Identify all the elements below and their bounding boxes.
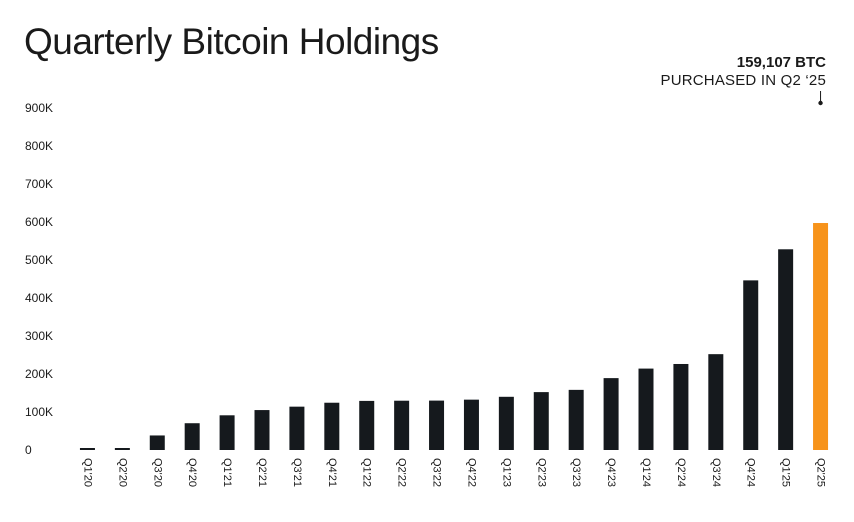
x-tick-label: Q3'20 (151, 458, 163, 487)
y-tick-label: 300K (25, 329, 53, 343)
x-tick-label: Q1'24 (640, 458, 652, 487)
x-tick-label: Q2'22 (396, 458, 408, 487)
callout-label: PURCHASED IN Q2 ‘25 (660, 72, 826, 89)
callout-leader (818, 91, 823, 106)
bar-q3-22 (429, 400, 445, 450)
y-tick-label: 700K (25, 177, 53, 191)
x-tick-label: Q1'22 (361, 458, 373, 487)
x-tick-label: Q2'20 (116, 458, 128, 487)
page-title: Quarterly Bitcoin Holdings (24, 21, 439, 62)
callout-value: 159,107 BTC (736, 54, 826, 71)
x-tick-label: Q2'25 (815, 458, 827, 487)
bar-q2-25 (813, 223, 829, 450)
y-tick-label: 200K (25, 367, 53, 381)
y-tick-label: 800K (25, 139, 53, 153)
x-tick-label: Q2'23 (535, 458, 547, 487)
bar-q4-21 (324, 402, 340, 450)
bar-q2-24 (673, 363, 689, 450)
bar-q3-23 (568, 389, 584, 450)
x-tick-label: Q1'23 (500, 458, 512, 487)
bar-q2-23 (533, 392, 549, 450)
bar-q1-21 (219, 415, 235, 450)
y-tick-label: 0 (25, 443, 32, 457)
x-tick-label: Q3'24 (710, 458, 722, 487)
x-tick-label: Q1'20 (81, 458, 93, 487)
bar-q1-20 (79, 448, 95, 450)
x-tick-label: Q1'25 (780, 458, 792, 487)
bar-q4-24 (743, 280, 759, 450)
bar-q4-20 (184, 423, 200, 450)
x-tick-label: Q3'23 (570, 458, 582, 487)
y-tick-label: 600K (25, 215, 53, 229)
x-tick-label: Q4'22 (465, 458, 477, 487)
y-tick-label: 100K (25, 405, 53, 419)
bar-q3-20 (149, 435, 165, 450)
y-tick-label: 900K (25, 101, 53, 115)
x-tick-label: Q1'21 (221, 458, 233, 487)
bar-q4-22 (463, 399, 479, 450)
x-tick-label: Q4'24 (745, 458, 757, 487)
x-tick-label: Q4'23 (605, 458, 617, 487)
x-tick-label: Q3'21 (291, 458, 303, 487)
x-tick-label: Q2'21 (256, 458, 268, 487)
bar-q3-21 (289, 406, 305, 450)
y-axis: 0 100K 200K 300K 400K 500K 600K 700K 800K 900K (25, 101, 53, 457)
bar-q4-23 (603, 378, 619, 450)
bar-q1-22 (359, 400, 375, 450)
callout-leader-dot (818, 100, 823, 106)
x-tick-label: Q3'22 (431, 458, 443, 487)
y-tick-label: 500K (25, 253, 53, 267)
bar-q1-25 (778, 249, 794, 450)
bar-q2-22 (394, 400, 410, 450)
q2-25-callout: 159,107 BTC PURCHASED IN Q2 ‘25 (660, 54, 826, 90)
bar-q1-23 (498, 396, 514, 450)
y-tick-label: 400K (25, 291, 53, 305)
bar-q2-20 (114, 448, 130, 450)
x-tick-label: Q2'24 (675, 458, 687, 487)
x-axis: Q1'20 Q2'20 Q3'20 Q4'20 Q1'21 Q2'21 Q3'21 Q4'21… (81, 458, 826, 487)
x-tick-label: Q4'20 (186, 458, 198, 487)
bars (79, 223, 829, 450)
x-tick-label: Q4'21 (326, 458, 338, 487)
bar-q2-21 (254, 410, 270, 450)
bar-q3-24 (708, 354, 724, 450)
bar-q1-24 (638, 368, 654, 450)
